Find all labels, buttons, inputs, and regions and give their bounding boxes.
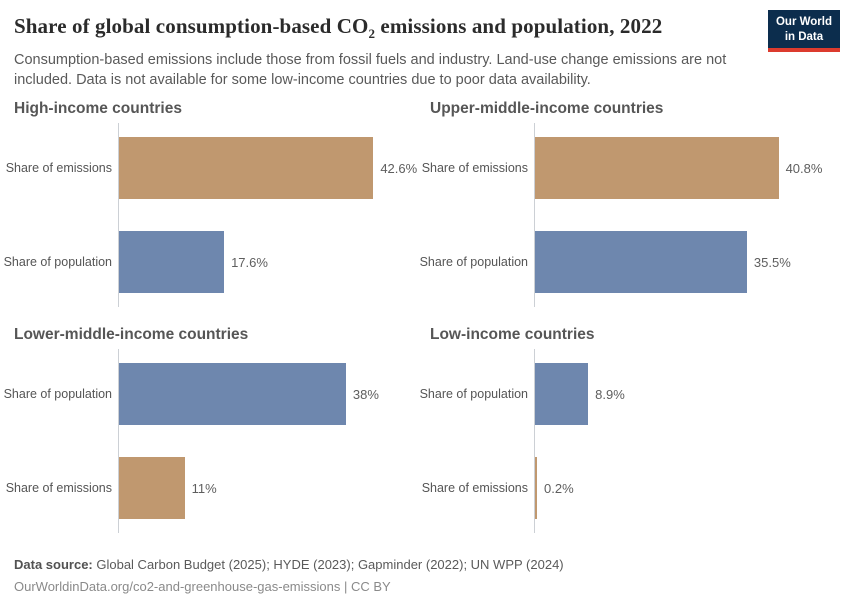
bar-value: 38% <box>352 386 379 402</box>
bar-label: Share of population <box>419 387 528 402</box>
bar-population[interactable] <box>535 363 589 426</box>
data-source-label: Data source: <box>14 557 93 573</box>
bar-emissions[interactable] <box>535 457 537 520</box>
panel-title: Upper-middle-income countries <box>430 100 664 118</box>
panel-plot-area: Share of population 38% Share of emissio… <box>4 349 420 534</box>
panel-high-income: High-income countries Share of emissions… <box>4 100 420 308</box>
bar-value: 8.9% <box>595 386 625 402</box>
panel-lower-middle-income: Lower-middle-income countries Share of p… <box>4 326 420 534</box>
page-title: Share of global consumption-based CO2 em… <box>14 14 759 42</box>
owid-logo-line2: in Data <box>784 30 824 43</box>
bar-row: Share of emissions 0.2% <box>422 457 836 520</box>
bar-row: Share of population 38% <box>4 363 420 426</box>
bar-population[interactable] <box>119 231 225 294</box>
owid-logo[interactable]: Our World in Data <box>767 10 840 52</box>
bar-row: Share of emissions 11% <box>6 457 420 520</box>
bar-emissions[interactable] <box>535 137 779 200</box>
bar-value: 42.6% <box>380 160 418 176</box>
page-subtitle: Consumption-based emissions include thos… <box>14 52 727 88</box>
bar-label: Share of emissions <box>5 161 112 176</box>
owid-logo-line1: Our World <box>775 16 832 28</box>
bar-row: Share of population 8.9% <box>420 363 836 426</box>
bar-value: 40.8% <box>785 160 823 176</box>
bar-population[interactable] <box>535 231 747 294</box>
bar-label: Share of emissions <box>421 481 528 496</box>
bar-value: 35.5% <box>753 254 791 270</box>
bar-value: 11% <box>191 480 217 496</box>
bar-label: Share of population <box>3 387 112 402</box>
panel-grid: High-income countries Share of emissions… <box>4 100 836 534</box>
bar-population[interactable] <box>119 363 346 426</box>
bar-emissions[interactable] <box>119 137 374 200</box>
panel-low-income: Low-income countries Share of population… <box>420 326 836 534</box>
bar-row: Share of emissions 40.8% <box>422 137 836 200</box>
bar-label: Share of population <box>3 255 112 270</box>
page-title-suffix: emissions and population, 2022 <box>375 14 663 38</box>
bar-row: Share of population 17.6% <box>4 231 420 294</box>
panel-upper-middle-income: Upper-middle-income countries Share of e… <box>420 100 836 308</box>
panel-title: Low-income countries <box>430 326 595 344</box>
bar-label: Share of emissions <box>5 481 112 496</box>
data-source-text: Global Carbon Budget (2025); HYDE (2023)… <box>92 557 564 573</box>
bar-label: Share of population <box>419 255 528 270</box>
chart-footer: Data source: Global Carbon Budget (2025)… <box>14 556 836 595</box>
panel-plot-area: Share of emissions 40.8% Share of popula… <box>420 123 836 308</box>
panel-title: Lower-middle-income countries <box>14 326 249 344</box>
page-title-prefix: Share of global consumption-based CO <box>14 14 369 38</box>
bar-value: 0.2% <box>544 480 574 496</box>
panel-plot-area: Share of emissions 42.6% Share of popula… <box>4 123 420 308</box>
bar-value: 17.6% <box>231 254 268 270</box>
panel-title: High-income countries <box>14 100 182 118</box>
bar-label: Share of emissions <box>421 161 528 176</box>
bar-emissions[interactable] <box>119 457 185 520</box>
bar-row: Share of emissions 42.6% <box>6 137 420 200</box>
data-source-line: Data source: Global Carbon Budget (2025)… <box>14 556 836 574</box>
attribution-link[interactable]: OurWorldinData.org/co2-and-greenhouse-ga… <box>14 578 391 594</box>
bar-row: Share of population 35.5% <box>420 231 836 294</box>
page-title-subscript: 2 <box>368 26 376 42</box>
panel-plot-area: Share of population 8.9% Share of emissi… <box>420 349 836 534</box>
